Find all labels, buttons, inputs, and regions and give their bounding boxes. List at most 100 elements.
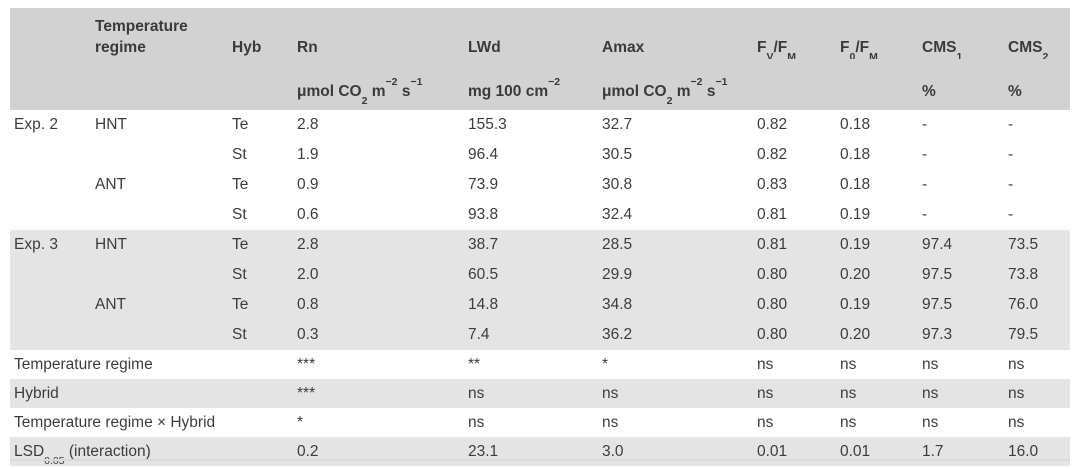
table-cell: 1.9: [297, 146, 319, 163]
col-header-cms2: CMS2: [1004, 8, 1070, 59]
anova-row-interaction: Temperature regime × Hybrid * ns ns ns ns ns n…: [10, 408, 1070, 437]
table-cell: 30.8: [602, 176, 633, 193]
fvfm-sub-m: M: [787, 51, 797, 59]
table-cell: HNT: [91, 230, 228, 260]
col-header-f0fm: F0/FM: [836, 8, 918, 59]
table-cell: ns: [602, 413, 619, 431]
table-cell: 2.0: [293, 260, 464, 290]
table-cell: -: [1008, 146, 1014, 163]
unit-rn-sub: 2: [361, 95, 368, 108]
table-cell: 73.5: [1004, 230, 1070, 260]
table-cell: ns: [468, 413, 485, 431]
table-cell: 7.4: [464, 320, 598, 350]
table-cell: 14.8: [464, 290, 598, 320]
table-cell: 0.18: [840, 146, 871, 163]
table-cell: 0.19: [836, 230, 918, 260]
table-cell: ns: [757, 355, 774, 373]
unit-rn-sup1: −2: [385, 75, 398, 88]
table-cell: ns: [464, 379, 598, 408]
unit-rn-text2: m: [367, 83, 386, 100]
f0fm-text2: /F: [855, 39, 870, 56]
unit-amax-text: μmol CO: [602, 83, 667, 100]
anova-row-lsd: LSD0.05 (interaction) 0.223.13.00.010.01…: [10, 437, 1070, 466]
table-cell: ns: [840, 355, 857, 373]
table-header: Temperature regime Hyb Rn LWd Amax FV/FM…: [10, 8, 1070, 110]
col-header-temperature-regime: Temperature regime: [91, 8, 228, 59]
col-header-lwd: LWd: [464, 8, 598, 59]
table-cell: ***: [293, 379, 464, 408]
table-cell: St: [228, 320, 293, 350]
unit-amax: μmol CO2 m−2 s−1: [598, 59, 753, 110]
table-cell: 1.7: [918, 437, 1004, 466]
table-cell: 0.18: [840, 176, 871, 193]
table-cell: 97.5: [918, 260, 1004, 290]
f0fm-text: F: [840, 39, 850, 56]
table-row: Exp. 3 HNT Te 2.8 38.7 28.5 0.81 0.19 97.4 73.5: [10, 230, 1070, 260]
table-body: Exp. 2 HNT Te 2.8 155.3 32.7 0.82 0.18- - St 1.9 9…: [10, 110, 1070, 466]
unit-lwd: mg 100 cm−2: [464, 59, 598, 110]
table-cell: 0.3: [293, 320, 464, 350]
anova-label: Hybrid: [10, 379, 293, 408]
table-cell: -: [1008, 176, 1014, 193]
table-cell: 30.5: [602, 146, 633, 163]
table-cell: 0.81: [753, 230, 836, 260]
table-cell: **: [468, 355, 481, 373]
table-cell: 0.18: [840, 116, 871, 133]
table-cell: [91, 260, 228, 290]
table-cell: 155.3: [468, 116, 507, 133]
unit-empty-hyb: [228, 59, 293, 110]
table-cell: [10, 290, 91, 320]
col-header-amax: Amax: [598, 8, 753, 59]
unit-amax-text2: m: [672, 83, 691, 100]
table-cell: ns: [922, 413, 939, 431]
table-cell: 76.0: [1004, 290, 1070, 320]
table-cell: -: [922, 116, 928, 133]
table-row: Exp. 2 HNT Te 2.8 155.3 32.7 0.82 0.18 - -: [10, 110, 1070, 140]
table-row: St 1.9 96.4 30.5 0.82 0.18 - -: [10, 140, 1070, 170]
table-cell: Exp. 3: [10, 230, 91, 260]
header-label-row: Temperature regime Hyb Rn LWd Amax FV/FM…: [10, 8, 1070, 59]
table-bottom-rule: [10, 459, 1070, 461]
cms1-sub: 1: [956, 51, 963, 59]
table-cell: 16.0: [1004, 437, 1070, 466]
table-cell: 0.82: [757, 146, 788, 163]
table-row: ANT Te 0.8 14.8 34.8 0.80 0.19 97.5 76.0: [10, 290, 1070, 320]
table-cell: -: [922, 206, 928, 223]
table-cell: 73.8: [1004, 260, 1070, 290]
table-cell: 28.5: [598, 230, 753, 260]
unit-cms2: %: [1004, 59, 1070, 110]
table-cell: 60.5: [464, 260, 598, 290]
col-header-fvfm: FV/FM: [753, 8, 836, 59]
table-cell: 38.7: [464, 230, 598, 260]
table-cell: [10, 170, 91, 200]
unit-rn-text3: s: [397, 83, 411, 100]
lsd-text: LSD: [14, 442, 45, 460]
f0fm-sub-m: M: [869, 51, 878, 59]
col-header-hyb: Hyb: [228, 8, 293, 59]
cms1-text: CMS: [922, 39, 957, 56]
table-cell: -: [1008, 206, 1014, 223]
table-cell: 2.8: [297, 116, 319, 133]
anova-label: Temperature regime × Hybrid: [14, 413, 216, 431]
unit-rn-sup2: −1: [410, 75, 423, 88]
table-cell: 36.2: [598, 320, 753, 350]
table-cell: 0.81: [757, 206, 788, 223]
table-cell: Te: [228, 230, 293, 260]
table-cell: Te: [232, 176, 249, 193]
table-cell: 97.4: [918, 230, 1004, 260]
anova-label-lsd: LSD0.05 (interaction): [10, 437, 293, 466]
table-cell: 96.4: [468, 146, 499, 163]
table-cell: -: [1008, 116, 1014, 133]
unit-amax-text3: s: [702, 83, 716, 100]
table-cell: ns: [836, 379, 918, 408]
table-cell: 73.9: [468, 176, 499, 193]
table-cell: ns: [922, 355, 939, 373]
unit-lwd-text: mg 100 cm: [468, 83, 549, 100]
table-cell: 32.7: [602, 116, 633, 133]
table-cell: -: [922, 146, 928, 163]
table-cell: *: [297, 413, 304, 431]
table-row: St 0.3 7.4 36.2 0.80 0.20 97.3 79.5: [10, 320, 1070, 350]
table-cell: ns: [1004, 379, 1070, 408]
table-cell: 97.5: [918, 290, 1004, 320]
table-cell: 29.9: [598, 260, 753, 290]
